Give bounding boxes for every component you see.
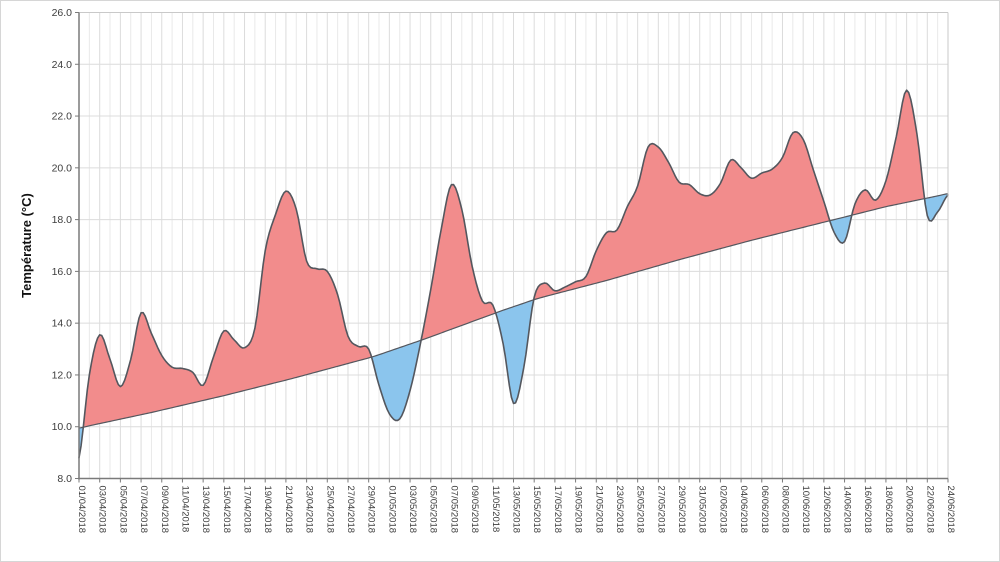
x-tick-label: 16/06/2018 [862,486,873,534]
x-tick-label: 23/04/2018 [304,486,315,534]
x-tick-label: 10/06/2018 [800,486,811,534]
y-tick-label: 14.0 [52,318,73,330]
area-above-baseline [533,131,830,300]
y-tick-label: 24.0 [52,59,73,71]
x-tick-label: 17/04/2018 [242,486,253,534]
x-tick-label: 27/04/2018 [345,486,356,534]
y-tick-label: 10.0 [52,421,73,433]
y-axis-title: Température (°C) [19,193,34,298]
x-tick-label: 11/05/2018 [490,486,501,533]
y-tick-label: 22.0 [52,111,73,123]
area-above-baseline [421,184,496,341]
x-tick-label: 13/05/2018 [511,486,522,534]
x-tick-label: 12/06/2018 [821,486,832,534]
area-above-baseline [83,191,372,428]
x-tick-label: 09/05/2018 [469,486,480,534]
x-tick-label: 29/04/2018 [366,486,377,534]
x-tick-label: 13/04/2018 [200,486,211,534]
x-tick-label: 06/06/2018 [759,486,770,534]
y-tick-label: 8.0 [57,473,72,485]
x-tick-label: 03/05/2018 [407,486,418,534]
x-tick-label: 17/05/2018 [552,486,563,534]
x-tick-label: 19/04/2018 [262,486,273,534]
area-above-baseline [851,90,925,216]
y-tick-label: 20.0 [52,162,73,174]
x-tick-label: 23/05/2018 [614,486,625,534]
x-tick-label: 25/05/2018 [635,486,646,534]
x-tick-label: 07/04/2018 [138,486,149,534]
x-tick-label: 01/04/2018 [76,486,87,534]
x-tick-label: 18/06/2018 [883,486,894,534]
x-tick-label: 20/06/2018 [904,486,915,534]
x-tick-label: 07/05/2018 [448,486,459,534]
y-tick-label: 16.0 [52,266,73,278]
y-tick-label: 26.0 [52,7,73,19]
x-tick-label: 03/04/2018 [97,486,108,534]
x-tick-label: 15/04/2018 [221,486,232,534]
x-tick-label: 11/04/2018 [179,486,190,533]
area-below-baseline [495,299,534,404]
x-tick-label: 21/05/2018 [593,486,604,534]
axis-labels: 8.0 10.0 12.0 14.0 16.0 18.0 20.0 22.0 24.0 26.0 0… [52,7,956,533]
area-below-baseline [924,193,948,221]
y-tick-label: 12.0 [52,369,73,381]
x-tick-label: 09/04/2018 [159,486,170,534]
x-tick-label: 01/05/2018 [386,486,397,534]
x-tick-label: 31/05/2018 [697,486,708,534]
y-tick-label: 18.0 [52,214,73,226]
x-tick-label: 27/05/2018 [655,486,666,534]
baseline-curve [78,193,949,429]
x-tick-label: 15/05/2018 [531,486,542,534]
x-tick-label: 19/05/2018 [573,486,584,534]
x-tick-label: 02/06/2018 [717,486,728,534]
x-tick-label: 04/06/2018 [738,486,749,534]
x-tick-label: 05/04/2018 [117,486,128,534]
x-tick-label: 08/06/2018 [779,486,790,534]
x-tick-label: 14/06/2018 [842,486,853,534]
temperature-curve [78,89,949,459]
x-tick-label: 22/06/2018 [924,486,935,534]
x-tick-label: 25/04/2018 [324,486,335,534]
grid [79,12,949,479]
x-tick-label: 05/05/2018 [428,486,439,534]
x-tick-label: 21/04/2018 [283,486,294,534]
x-tick-label: 24/06/2018 [945,486,956,534]
x-tick-label: 29/05/2018 [676,486,687,534]
